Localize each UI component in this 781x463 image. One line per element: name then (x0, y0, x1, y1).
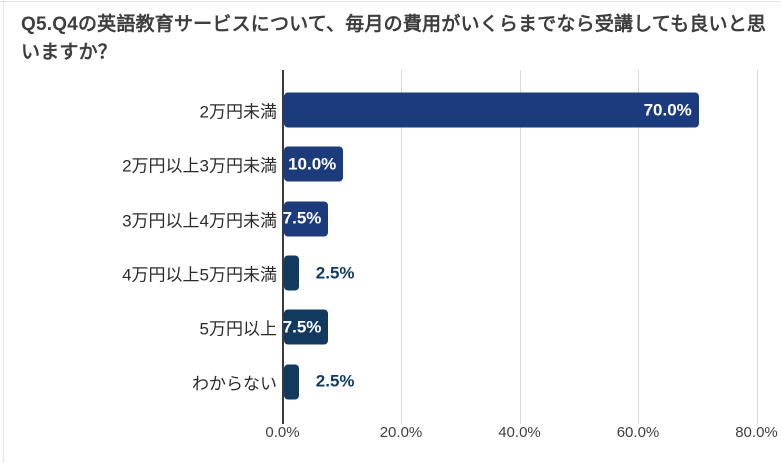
value-label: 70.0% (643, 100, 692, 120)
bar-rows: 2万円未満 70.0% 2万円以上3万円未満 10.0% 3万円以上4万円未満 7.5% 4… (0, 83, 781, 409)
category-label: わからない (192, 374, 277, 394)
window-border-left (3, 0, 4, 463)
gridline (756, 70, 758, 424)
category-label: 4万円以上5万円未満 (122, 265, 277, 285)
category-label: 2万円未満 (199, 102, 277, 122)
x-axis-tick-label: 80.0% (735, 424, 778, 441)
value-label: 10.0% (288, 154, 337, 174)
value-label: 7.5% (282, 317, 322, 337)
x-axis-tick-label: 40.0% (498, 424, 541, 441)
bar-row: 2万円未満 70.0% (0, 83, 781, 137)
bar-row: わからない 2.5% (0, 355, 781, 409)
value-label: 2.5% (315, 263, 355, 283)
category-label: 3万円以上4万円未満 (122, 211, 277, 231)
value-label: 7.5% (282, 208, 322, 228)
gridline (519, 70, 521, 424)
x-axis-tick-label: 20.0% (379, 424, 423, 441)
chart-title: Q5.Q4の英語教育サービスについて、毎月の費用がいくらまでなら受講しても良いと… (21, 14, 767, 63)
bar: 70.0% (284, 92, 699, 128)
bar: 7.5% (282, 309, 329, 345)
bar-row: 5万円以上 7.5% (0, 300, 781, 354)
bar-row: 3万円以上4万円未満 7.5% (0, 192, 781, 246)
window-border-top (0, 1, 781, 2)
bar: 10.0% (284, 146, 344, 182)
gridline (401, 70, 402, 424)
x-axis-tick-label: 60.0% (616, 424, 660, 441)
x-axis-tick-label: 0.0% (265, 424, 300, 441)
y-axis-line (281, 70, 284, 424)
value-label: 2.5% (315, 371, 355, 391)
bar: 2.5% (284, 255, 355, 291)
category-label: 5万円以上 (199, 319, 277, 339)
bar: 2.5% (284, 364, 355, 400)
bar-row: 4万円以上5万円未満 2.5% (0, 246, 781, 300)
bar-row: 2万円以上3万円未満 10.0% (0, 137, 781, 191)
category-label: 2万円以上3万円未満 (122, 156, 277, 176)
gridline (638, 70, 639, 424)
bar: 7.5% (282, 201, 329, 237)
